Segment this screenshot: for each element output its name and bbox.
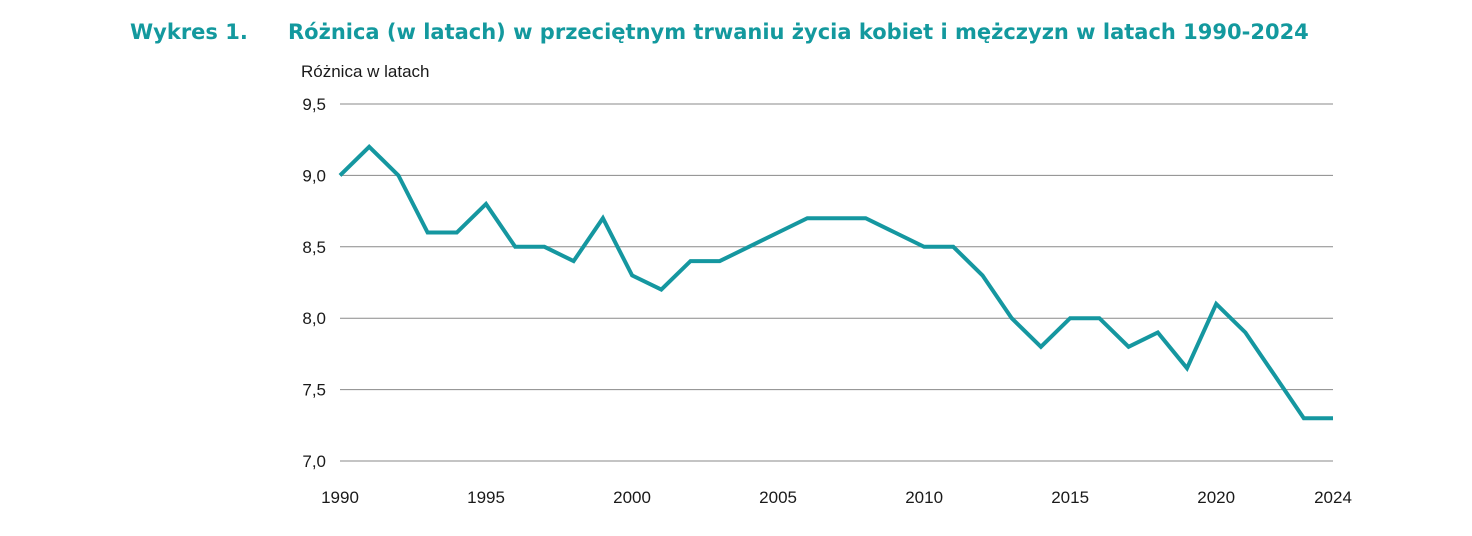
y-tick-label: 7,5 [302, 381, 326, 400]
data-point [426, 231, 430, 235]
data-point [747, 245, 751, 249]
data-point [455, 231, 459, 235]
data-point [1214, 302, 1218, 306]
data-point [805, 216, 809, 220]
data-point [1068, 316, 1072, 320]
data-point [922, 245, 926, 249]
x-tick-label: 2000 [613, 488, 651, 507]
x-tick-label: 2005 [759, 488, 797, 507]
data-point [1185, 366, 1189, 370]
data-point [981, 273, 985, 277]
x-tick-label: 1995 [467, 488, 505, 507]
data-point [1302, 416, 1306, 420]
data-point [1243, 330, 1247, 334]
x-tick-label: 1990 [321, 488, 359, 507]
data-point [951, 245, 955, 249]
data-point [776, 231, 780, 235]
chart-title: Różnica (w latach) w przeciętnym trwaniu… [288, 20, 1309, 44]
data-point [718, 259, 722, 263]
data-point [659, 288, 663, 292]
data-point [1127, 345, 1131, 349]
y-tick-label: 9,5 [302, 95, 326, 114]
x-tick-label: 2024 [1314, 488, 1352, 507]
data-point [688, 259, 692, 263]
data-point [1039, 345, 1043, 349]
data-point [864, 216, 868, 220]
y-axis-label: Różnica w latach [301, 62, 430, 81]
x-tick-label: 2020 [1197, 488, 1235, 507]
y-tick-label: 8,5 [302, 238, 326, 257]
data-point [601, 216, 605, 220]
data-point [1156, 330, 1160, 334]
data-point [1010, 316, 1014, 320]
data-point [630, 273, 634, 277]
data-point [835, 216, 839, 220]
data-point [396, 173, 400, 177]
data-point [367, 145, 371, 149]
data-point [542, 245, 546, 249]
series-line [338, 144, 1333, 421]
data-point [572, 259, 576, 263]
data-point [338, 173, 342, 177]
data-point [1273, 373, 1277, 377]
x-tick-label: 2015 [1051, 488, 1089, 507]
x-tick-label: 2010 [905, 488, 943, 507]
y-tick-label: 8,0 [302, 309, 326, 328]
data-point [513, 245, 517, 249]
figure-label: Wykres 1. [130, 20, 248, 44]
y-tick-label: 9,0 [302, 166, 326, 185]
data-point [484, 202, 488, 206]
data-point [1331, 416, 1335, 420]
data-point [893, 231, 897, 235]
y-tick-label: 7,0 [302, 452, 326, 471]
data-point [1097, 316, 1101, 320]
